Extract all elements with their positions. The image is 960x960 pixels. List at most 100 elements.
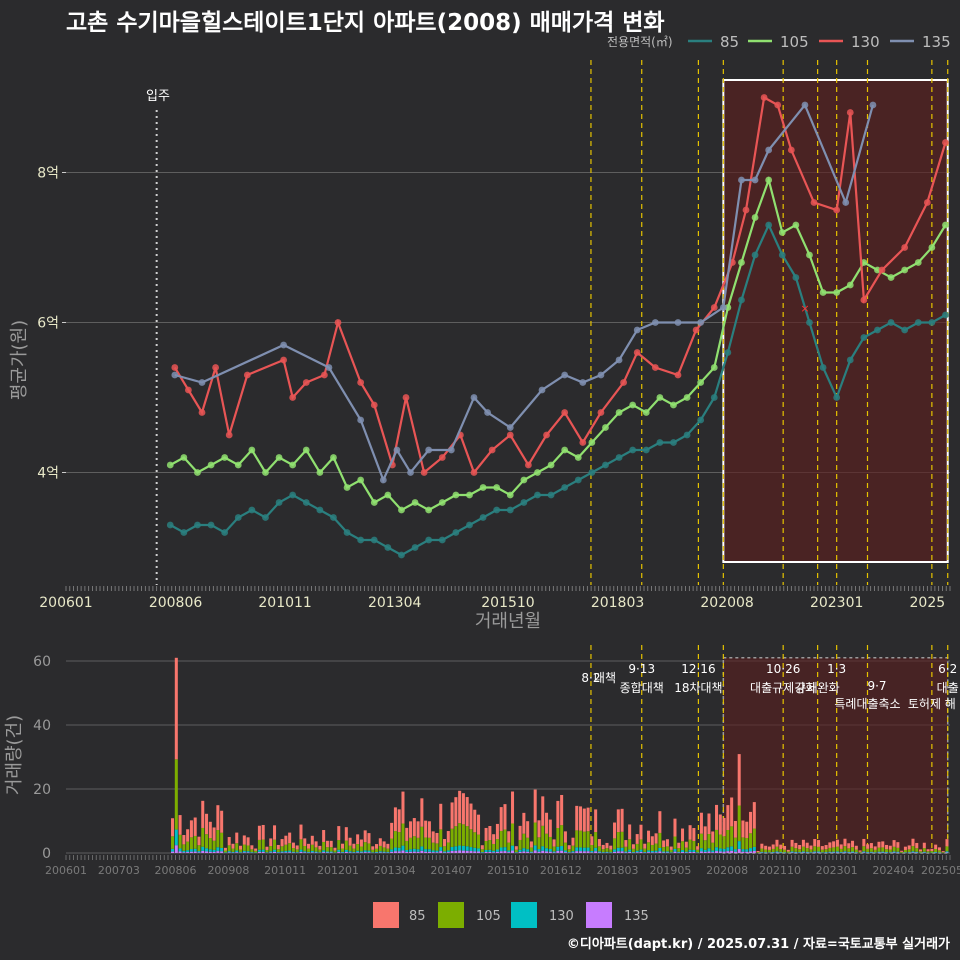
series-point-130 [878,266,886,274]
volume-bar-105 [465,826,469,847]
volume-bar-105 [484,840,488,850]
series-point-135 [484,409,491,416]
volume-bar-105 [643,848,647,852]
volume-bar-105 [420,826,424,847]
volume-bar-130 [590,850,594,853]
volume-bar-105 [639,839,643,850]
volume-bar-85 [715,804,719,830]
series-point-85 [683,431,691,439]
series-point-105 [942,221,949,229]
volume-bar-130 [424,849,428,852]
volume-bar-105 [371,849,375,853]
volume-bar-85 [711,831,715,843]
volume-bar-130 [552,851,556,853]
volume-bar-85 [937,847,941,851]
volume-bar-85 [171,818,175,837]
volume-bar-105 [431,842,435,851]
volume-bar-85 [401,791,405,824]
series-point-85 [846,356,854,364]
volume-bar-130 [310,850,314,853]
series-point-85 [642,446,650,454]
volume-bar-130 [869,851,873,853]
volume-bar-85 [484,827,488,841]
series-point-105 [819,289,827,296]
volume-bar-130 [696,852,700,853]
volume-x-tick-label: 202505 [921,864,960,877]
volume-bar-130 [613,849,617,852]
volume-bar-130 [571,851,575,853]
series-point-130 [334,319,342,326]
volume-bar-105 [257,839,261,850]
volume-bar-105 [817,846,821,852]
volume-bar-130 [492,850,496,853]
legend-label-85: 85 [720,33,739,51]
volume-bar-130 [465,846,469,851]
volume-bar-135 [409,851,413,853]
volume-bar-85 [809,845,813,850]
series-point-105 [194,469,201,476]
volume-bar-130 [658,847,662,852]
volume-bar-135 [397,851,401,853]
volume-bar-85 [752,802,756,829]
volume-bar-130 [431,850,435,853]
series-point-105 [914,259,922,266]
volume-bar-85 [915,842,919,849]
series-point-85 [656,439,664,446]
volume-bar-85 [945,839,949,847]
volume-bar-85 [930,848,934,852]
volume-bar-105 [903,849,907,853]
volume-bar-85 [435,832,439,844]
volume-bar-85 [382,841,386,848]
bar-legend-swatch-85 [373,902,399,928]
price-panel: × 4억 6억 8억 200601 200806 201011 201304 201510 20… [9,60,951,632]
series-point-85 [751,251,759,259]
volume-bar-85 [801,839,805,847]
volume-x-tick-label: 200806 [155,864,197,877]
bar-legend-label-85: 85 [409,909,426,924]
series-point-85 [194,521,201,529]
volume-bar-105 [341,848,345,852]
volume-bar-135 [484,851,488,853]
volume-bar-130 [288,850,292,853]
volume-bar-135 [242,852,246,853]
policy-date-label: 9·7 [867,679,886,693]
volume-bar-130 [662,851,666,853]
volume-bar-130 [439,847,443,852]
volume-bar-85 [922,842,926,849]
series-point-135 [198,379,206,386]
volume-bar-85 [375,844,379,849]
volume-bar-130 [896,851,900,853]
series-point-105 [370,499,378,506]
volume-bar-85 [919,849,923,852]
volume-bar-105 [707,834,711,849]
series-point-105 [901,266,909,274]
volume-bar-85 [590,836,594,845]
volume-bar-105 [767,849,771,853]
volume-bar-130 [382,851,386,853]
volume-bar-135 [711,852,715,853]
bar-legend-label-130: 130 [549,909,574,924]
volume-bar-105 [628,839,632,850]
volume-bar-130 [337,849,341,852]
volume-bar-85 [654,833,658,844]
series-point-85 [670,439,677,446]
volume-bar-85 [174,657,178,760]
volume-bar-130 [707,848,711,852]
series-point-135 [869,101,877,109]
volume-bar-105 [250,849,254,853]
volume-bar-105 [216,830,220,848]
volume-bar-85 [299,824,303,840]
volume-bar-135 [650,852,654,853]
volume-bar-85 [367,833,371,844]
legend: 전용면적(㎡) 85 105 130 135 [607,33,951,51]
volume-bar-85 [477,814,481,835]
volume-bar-130 [594,847,598,852]
volume-bar-130 [182,850,186,853]
series-point-105 [547,461,555,469]
volume-bar-130 [688,849,692,852]
volume-bar-85 [193,817,197,836]
volume-bar-130 [522,848,526,852]
volume-bar-105 [907,849,911,853]
volume-bar-105 [246,845,250,852]
